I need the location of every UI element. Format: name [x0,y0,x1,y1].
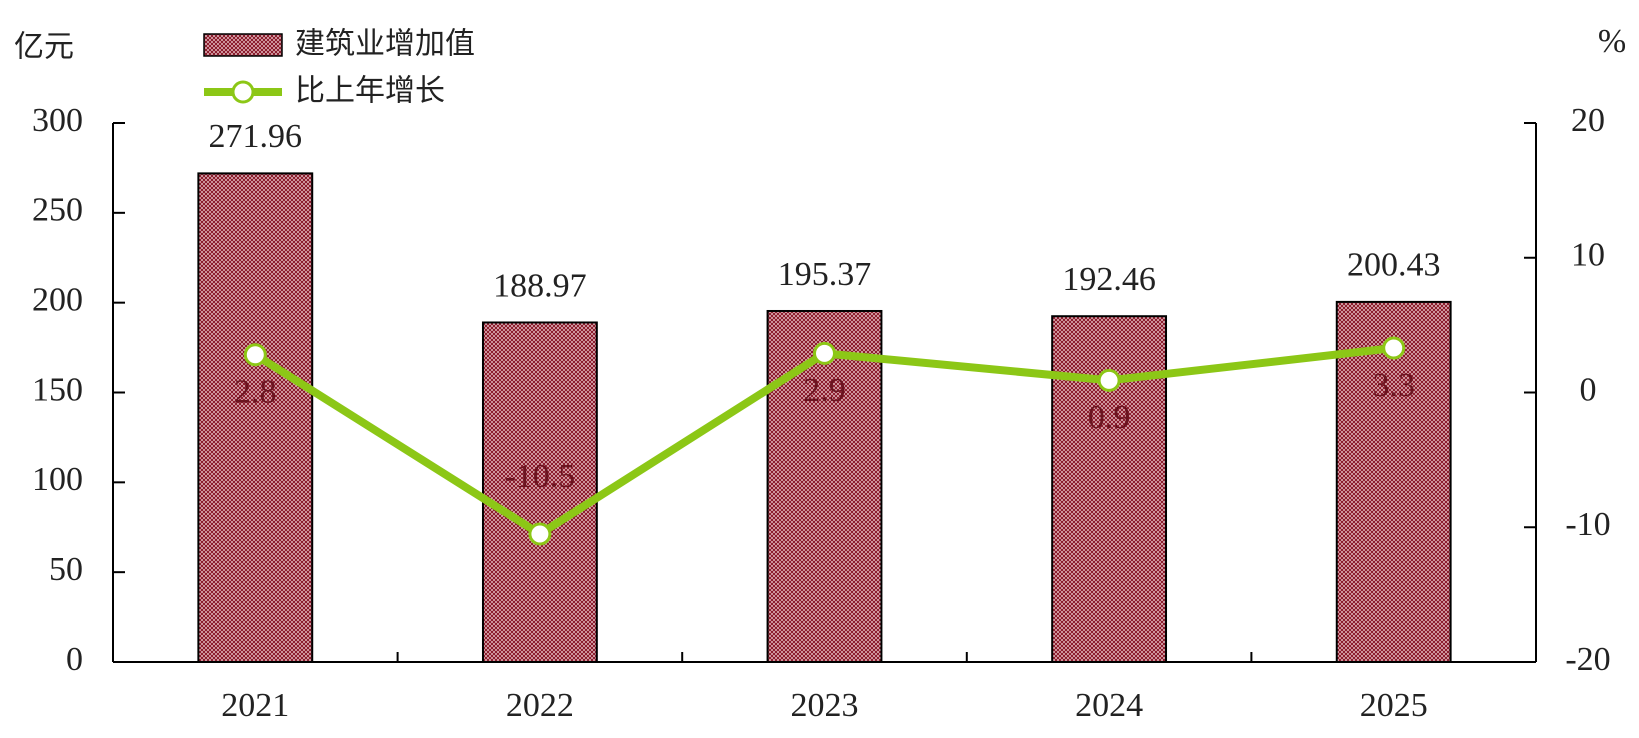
legend-label: 建筑业增加值 [295,27,475,62]
y2-tick-label: -20 [1565,641,1610,678]
bar-value-label: 192.46 [1062,261,1156,298]
x-tick-label: 2021 [221,687,289,724]
line-marker [528,522,552,546]
line-value-label: -10.5 [504,458,575,495]
y-tick-label: 100 [32,461,83,498]
bar [1335,300,1452,663]
x-tick-label: 2022 [506,687,574,724]
bar [197,172,314,663]
bar [766,309,883,663]
x-tick-label: 2023 [791,687,859,724]
legend-label: 比上年增长 [295,74,445,109]
line-marker [1097,368,1121,392]
legend-marker [231,80,255,104]
line-marker [1382,336,1406,360]
y2-axis-label: % [1598,23,1626,60]
y-tick-label: 0 [66,641,83,678]
y2-tick-label: 20 [1571,102,1605,139]
legend-swatch-bar [203,33,283,57]
bar [1051,315,1168,663]
bar-value-label: 195.37 [778,256,872,293]
line-marker [813,341,836,365]
bar [481,321,598,663]
y2-tick-label: -10 [1565,506,1610,543]
y-tick-label: 200 [32,281,83,318]
line-value-label: 0.9 [1088,399,1131,436]
line-value-label: 2.9 [803,372,846,409]
bar-value-label: 188.97 [493,267,587,304]
bar-value-label: 271.96 [209,118,303,155]
bar-value-label: 200.43 [1347,247,1441,284]
y-axis-label: 亿元 [14,30,74,65]
line-marker [243,343,267,367]
y2-tick-label: 10 [1571,237,1605,274]
y-tick-label: 250 [32,192,83,229]
y-tick-label: 300 [32,102,83,139]
x-tick-label: 2025 [1360,687,1428,724]
line-value-label: 2.8 [234,374,277,411]
y-tick-label: 150 [32,371,83,408]
y-tick-label: 50 [49,551,83,588]
line-value-label: 3.3 [1372,367,1415,404]
x-tick-label: 2024 [1075,687,1143,724]
y2-tick-label: 0 [1580,371,1597,408]
